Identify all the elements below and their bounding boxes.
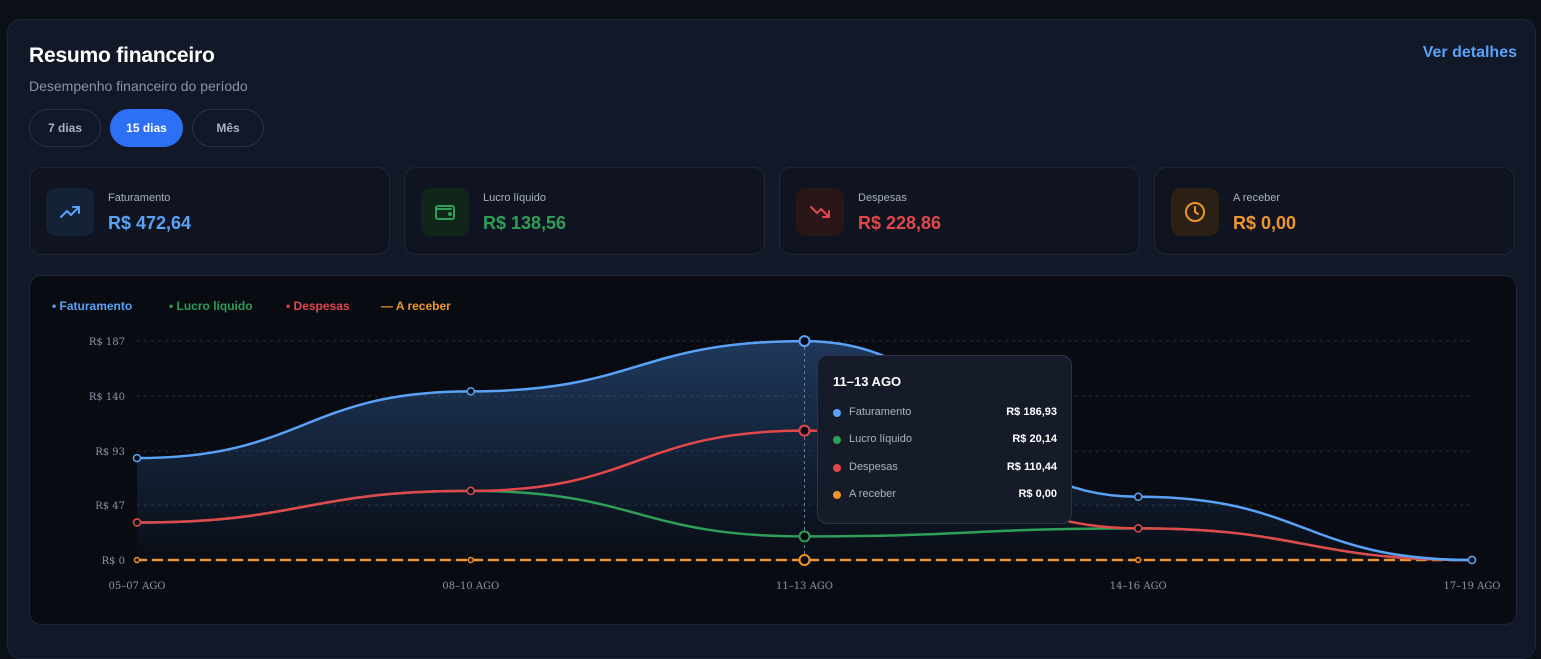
legend-item-net-profit[interactable]: • Lucro líquido — [169, 299, 253, 313]
x-tick-label: 05–07 AGO — [108, 581, 165, 592]
period-tabs: 7 dias 15 dias Mês — [29, 109, 264, 147]
legend-item-expenses[interactable]: • Despesas — [286, 299, 350, 313]
legend-item-receivable[interactable]: — A receber — [381, 299, 451, 313]
data-point — [467, 556, 474, 564]
data-point — [1467, 555, 1477, 565]
stats-row: Faturamento R$ 472,64 Lucro líquido R$ 1… — [29, 167, 1515, 255]
stat-card-revenue: Faturamento R$ 472,64 — [29, 167, 390, 255]
data-point — [466, 486, 475, 496]
tooltip-dot — [833, 409, 841, 417]
tooltip-row: Lucro líquido R$ 20,14 — [833, 433, 1057, 449]
stat-value: R$ 138,56 — [483, 213, 567, 233]
page-title: Resumo financeiro — [29, 44, 215, 67]
stat-label: Faturamento — [108, 192, 171, 204]
data-point — [132, 518, 142, 527]
page-subtitle: Desempenho financeiro do período — [29, 78, 248, 94]
data-point — [466, 387, 475, 396]
data-point — [798, 554, 811, 566]
tooltip-title: 11–13 AGO — [833, 374, 902, 389]
data-point — [798, 530, 811, 543]
data-point — [133, 556, 141, 564]
y-tick-label: R$ 187 — [89, 337, 125, 348]
tooltip-dot — [833, 491, 841, 499]
tooltip-row: Faturamento R$ 186,93 — [833, 406, 1057, 422]
tooltip-dot — [833, 436, 841, 444]
x-tick-label: 14–16 AGO — [1110, 581, 1167, 592]
data-point — [1135, 556, 1142, 564]
stat-value: R$ 472,64 — [108, 213, 192, 233]
data-point — [132, 453, 142, 463]
y-tick-label: R$ 93 — [95, 447, 125, 458]
tooltip-row: A receber R$ 0,00 — [833, 488, 1057, 504]
y-tick-label: R$ 140 — [89, 392, 125, 403]
trending-down-icon — [796, 188, 844, 236]
stat-card-expenses: Despesas R$ 228,86 — [779, 167, 1140, 255]
stat-label: A receber — [1233, 192, 1281, 204]
y-tick-label: R$ 47 — [95, 501, 125, 512]
legend-item-revenue[interactable]: • Faturamento — [52, 299, 133, 313]
y-tick-label: R$ 0 — [102, 556, 125, 567]
tooltip-dot — [833, 464, 841, 472]
stat-card-receivable: A receber R$ 0,00 — [1154, 167, 1515, 255]
x-tick-label: 11–13 AGO — [776, 581, 833, 592]
tab-7-days[interactable]: 7 dias — [29, 109, 101, 147]
tooltip-series-name: Lucro líquido — [849, 433, 912, 445]
chart-panel: • Faturamento • Lucro líquido • Despesas… — [29, 275, 1517, 625]
trending-up-icon — [46, 188, 94, 236]
financial-summary-card: Resumo financeiro Desempenho financeiro … — [7, 19, 1536, 659]
tooltip-series-value: R$ 0,00 — [1018, 488, 1057, 500]
x-tick-label: 08–10 AGO — [442, 581, 499, 592]
data-point — [1134, 524, 1143, 533]
stat-card-net-profit: Lucro líquido R$ 138,56 — [404, 167, 765, 255]
tooltip-series-value: R$ 186,93 — [1006, 406, 1057, 418]
tooltip-series-name: A receber — [849, 488, 897, 500]
x-tick-label: 17–19 AGO — [1443, 581, 1500, 592]
stat-label: Despesas — [858, 192, 907, 204]
stat-value: R$ 228,86 — [858, 213, 942, 233]
tooltip-series-value: R$ 110,44 — [1006, 461, 1057, 473]
data-point — [798, 335, 811, 348]
tab-month[interactable]: Mês — [192, 109, 264, 147]
wallet-icon — [421, 188, 469, 236]
clock-icon — [1171, 188, 1219, 236]
chart-tooltip: 11–13 AGO Faturamento R$ 186,93 Lucro lí… — [817, 355, 1072, 524]
data-point — [798, 424, 811, 437]
data-point — [1134, 492, 1143, 502]
view-details-link[interactable]: Ver detalhes — [1422, 44, 1517, 61]
tooltip-series-name: Faturamento — [849, 406, 912, 418]
line-chart[interactable]: R$ 0 R$ 47 R$ 93 R$ 140 R$ 187 05–07 AGO 08–10… — [30, 276, 1516, 624]
stat-label: Lucro líquido — [483, 192, 546, 204]
tooltip-series-value: R$ 20,14 — [1012, 433, 1057, 445]
tooltip-series-name: Despesas — [849, 461, 898, 473]
stat-value: R$ 0,00 — [1233, 213, 1297, 233]
tooltip-row: Despesas R$ 110,44 — [833, 461, 1057, 477]
tab-15-days[interactable]: 15 dias — [110, 109, 183, 147]
chart-legend: • Faturamento • Lucro líquido • Despesas… — [52, 299, 471, 313]
